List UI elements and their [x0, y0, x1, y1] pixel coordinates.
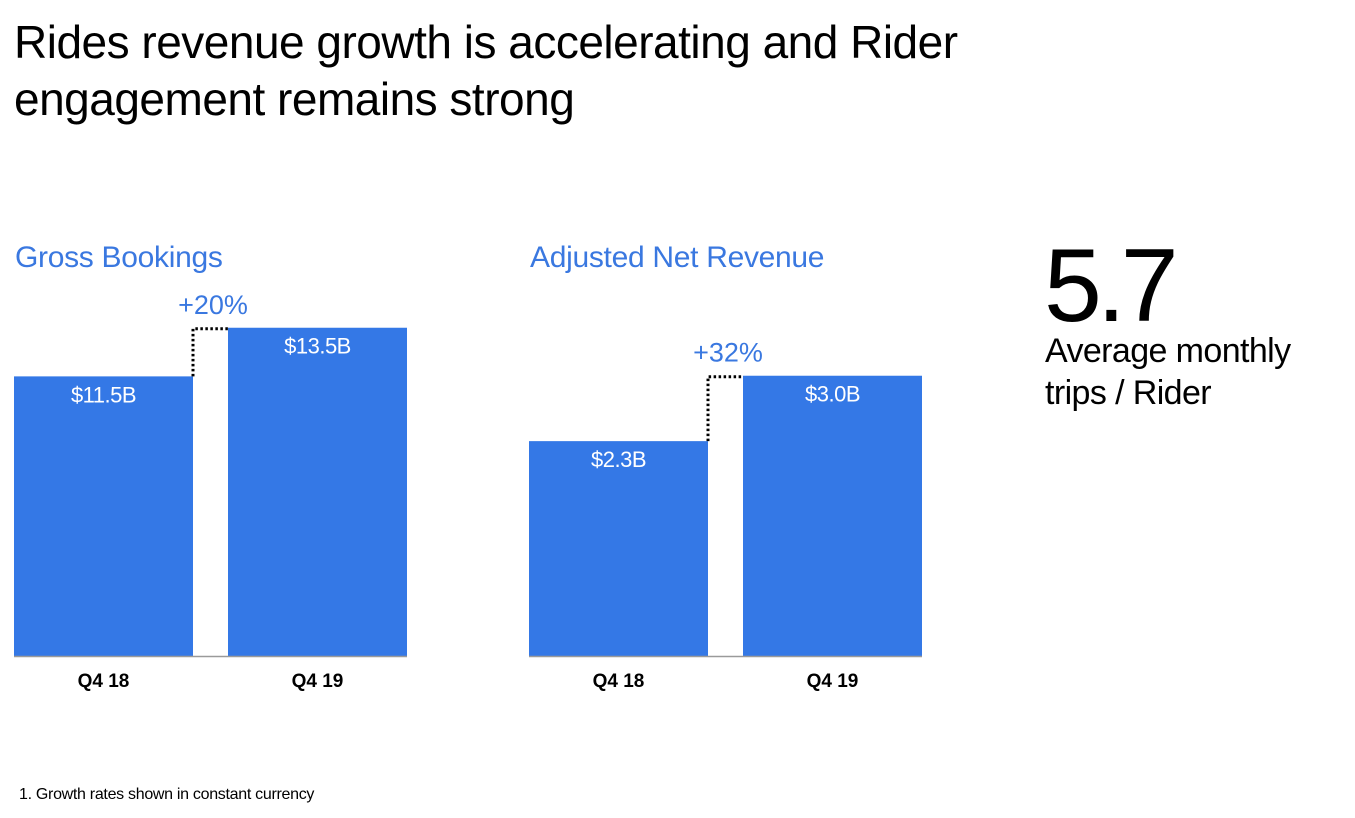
kpi-value: 5.7 [1044, 228, 1179, 344]
bar-value-label: $2.3B [591, 447, 646, 472]
growth-label: +20% [178, 290, 248, 320]
x-tick-label: Q4 18 [593, 671, 645, 692]
kpi-label-line-2: trips / Rider [1045, 374, 1212, 412]
gross-bookings-heading: Gross Bookings [15, 241, 223, 274]
growth-connector [191, 327, 228, 377]
x-tick-label: Q4 19 [807, 671, 859, 692]
x-tick-label: Q4 19 [292, 671, 344, 692]
bar-value-label: $3.0B [805, 382, 860, 407]
bar-q4-18 [14, 376, 193, 656]
slide-title-line-1: Rides revenue growth is accelerating and… [14, 16, 958, 68]
growth-label: +32% [693, 338, 763, 368]
bar-value-label: $11.5B [71, 382, 136, 407]
slide-title: Rides revenue growth is accelerating and… [14, 14, 1114, 128]
gross-bookings-chart: $11.5B Q4 18 $13.5B Q4 19 +20% [14, 290, 407, 692]
adjusted-net-revenue-chart: $2.3B Q4 18 $3.0B Q4 19 +32% [529, 338, 922, 692]
x-tick-label: Q4 18 [78, 671, 130, 692]
bar-value-label: $13.5B [284, 334, 351, 359]
kpi-label-line-1: Average monthly [1045, 332, 1291, 370]
slide-title-line-2: engagement remains strong [14, 73, 575, 125]
bar-q4-18 [529, 441, 708, 656]
growth-connector [706, 375, 743, 442]
kpi-label: Average monthly trips / Rider [1045, 330, 1345, 414]
bar-q4-19 [228, 327, 407, 656]
bar-q4-19 [743, 375, 922, 656]
adjusted-net-revenue-heading: Adjusted Net Revenue [530, 241, 825, 274]
footnote: 1. Growth rates shown in constant curren… [19, 786, 315, 803]
